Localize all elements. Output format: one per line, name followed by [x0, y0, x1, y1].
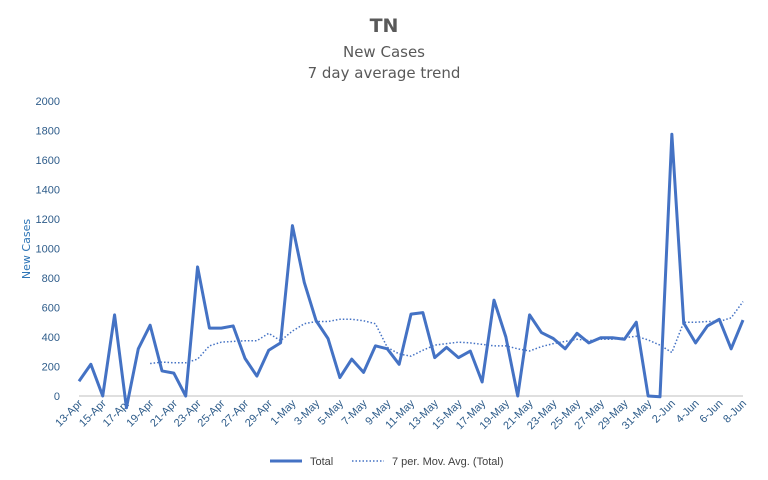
y-tick-label: 200: [42, 362, 60, 374]
y-axis-ticks: 0 200 400 600 800 1000 1200 1400 1600 1800 2000: [36, 96, 60, 403]
legend: Total 7 per. Mov. Avg. (Total): [270, 456, 503, 468]
y-tick-label: 1000: [36, 244, 60, 256]
y-tick-label: 1400: [36, 185, 60, 197]
series-line-total: [77, 132, 745, 410]
chart-subtitle-2: 7 day average trend: [308, 64, 461, 82]
y-tick-label: 1600: [36, 155, 60, 167]
y-axis-label: New Cases: [20, 219, 33, 279]
legend-label-total: Total: [310, 456, 333, 468]
y-tick-label: 800: [42, 273, 60, 285]
chart-title: TN: [370, 15, 399, 37]
chart-subtitle: New Cases: [343, 43, 425, 61]
y-tick-label: 600: [42, 303, 60, 315]
legend-label-moving-average: 7 per. Mov. Avg. (Total): [392, 456, 503, 468]
series-line-moving-average: [150, 301, 744, 365]
y-tick-label: 2000: [36, 96, 60, 108]
y-tick-label: 1200: [36, 214, 60, 226]
y-tick-label: 400: [42, 332, 60, 344]
plot-area: [77, 132, 745, 410]
y-tick-label: 0: [54, 391, 60, 403]
y-tick-label: 1800: [36, 126, 60, 138]
